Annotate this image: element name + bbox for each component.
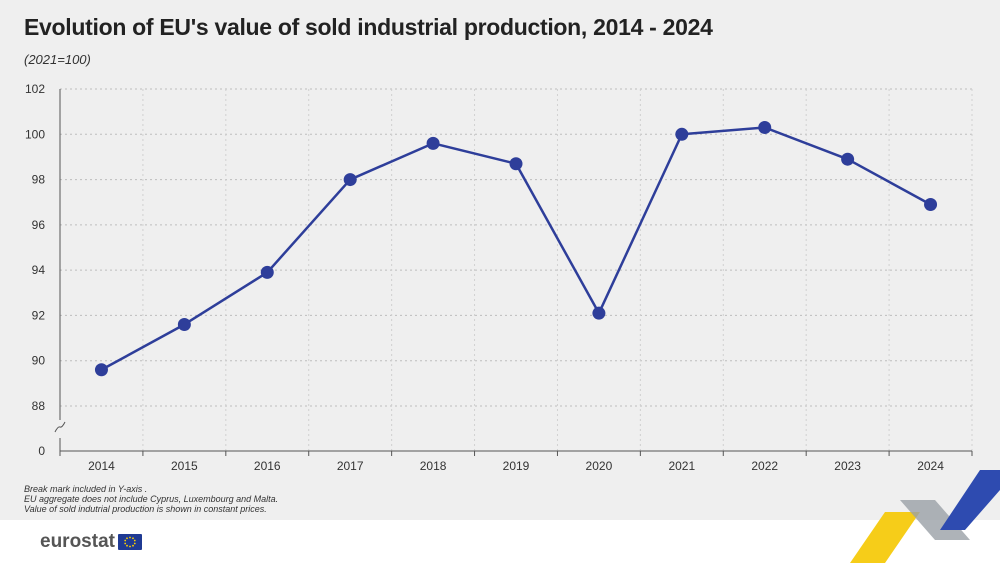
y-tick-label-92: 92 <box>32 308 46 322</box>
line-chart: 0 88 90 92 94 96 98 100 102 2014 2015 2016 2017 2018 2… <box>25 82 973 473</box>
data-point-2022 <box>758 120 772 134</box>
note-break-mark: Break mark included in Y-axis . <box>24 484 148 494</box>
x-tick-label-2014: 2014 <box>88 459 115 473</box>
data-point-2018 <box>426 136 440 150</box>
data-point-2021 <box>675 127 689 141</box>
x-tick-label-2021: 2021 <box>668 459 695 473</box>
x-tick-label-2019: 2019 <box>503 459 530 473</box>
data-point-2014 <box>94 363 108 377</box>
data-point-2023 <box>841 152 855 166</box>
y-tick-label-96: 96 <box>32 218 46 232</box>
x-tick-label-2024: 2024 <box>917 459 944 473</box>
y-tick-label-88: 88 <box>32 399 46 413</box>
x-tick-label-2017: 2017 <box>337 459 364 473</box>
data-point-2019 <box>509 157 523 171</box>
chart-title: Evolution of EU's value of sold industri… <box>24 14 713 40</box>
data-point-2017 <box>343 173 357 187</box>
y-tick-label-94: 94 <box>32 263 46 277</box>
decorative-stripes <box>850 470 1000 563</box>
x-tick-label-2020: 2020 <box>586 459 613 473</box>
x-tick-label-2018: 2018 <box>420 459 447 473</box>
y-tick-label-98: 98 <box>32 173 46 187</box>
note-eu-aggregate: EU aggregate does not include Cyprus, Lu… <box>24 494 279 504</box>
eurostat-logo: eurostat <box>40 531 142 553</box>
y-tick-label-90: 90 <box>32 354 46 368</box>
note-constant-prices: Value of sold indutrial production is sh… <box>24 504 267 514</box>
chart-subtitle: (2021=100) <box>24 52 91 67</box>
chart-notes: Break mark included in Y-axis . EU aggre… <box>24 484 278 514</box>
axis-break-mark <box>54 421 66 433</box>
footer-bar <box>0 520 1000 563</box>
x-tick-label-2015: 2015 <box>171 459 198 473</box>
data-point-2024 <box>924 197 938 211</box>
y-tick-label-100: 100 <box>25 127 45 141</box>
y-tick-label-0: 0 <box>38 444 45 458</box>
eu-flag-icon <box>117 534 142 550</box>
data-point-2020 <box>592 306 606 320</box>
logo-text: eurostat <box>40 531 115 552</box>
data-point-2016 <box>260 265 274 279</box>
x-tick-label-2022: 2022 <box>751 459 778 473</box>
x-tick-label-2016: 2016 <box>254 459 281 473</box>
y-tick-label-102: 102 <box>25 82 45 96</box>
x-tick-label-2023: 2023 <box>834 459 861 473</box>
data-point-2015 <box>177 317 191 331</box>
